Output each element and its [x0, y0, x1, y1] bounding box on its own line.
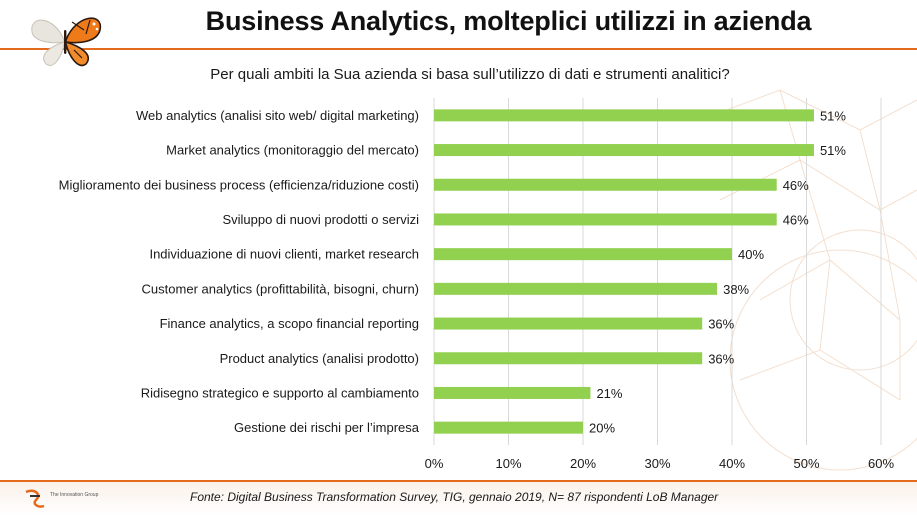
category-label: Gestione dei rischi per l’impresa: [234, 420, 420, 435]
data-label: 46%: [783, 212, 809, 227]
data-label: 51%: [820, 143, 846, 158]
category-label: Customer analytics (profittabilità, biso…: [142, 281, 419, 296]
butterfly-icon: [31, 17, 102, 67]
x-tick-label: 20%: [570, 456, 596, 471]
category-label: Market analytics (monitoraggio del merca…: [166, 143, 419, 158]
bar: [434, 282, 718, 295]
footer-band: [0, 482, 917, 516]
bar-chart: 0% 10% 20% 30% 40% 50% 60% Web analytics (anali…: [59, 98, 894, 471]
category-label: Product analytics (analisi prodotto): [220, 351, 419, 366]
source-note: Fonte: Digital Business Transformation S…: [190, 490, 719, 504]
data-label: 36%: [708, 351, 734, 366]
x-tick-label: 0%: [425, 456, 444, 471]
data-label: 38%: [723, 282, 749, 297]
category-label: Sviluppo di nuovi prodotti o servizi: [222, 212, 419, 227]
innovation-group-logo-icon: [25, 489, 45, 508]
bar: [434, 352, 703, 365]
data-label: 21%: [596, 386, 622, 401]
page-title: Business Analytics, molteplici utilizzi …: [205, 6, 812, 36]
data-label: 51%: [820, 108, 846, 123]
bar: [434, 248, 732, 261]
bar: [434, 178, 777, 191]
data-label: 20%: [589, 421, 615, 436]
x-tick-label: 60%: [868, 456, 894, 471]
x-tick-label: 30%: [644, 456, 670, 471]
title-divider: [0, 48, 917, 50]
x-tick-label: 50%: [793, 456, 819, 471]
bar: [434, 144, 814, 157]
bar: [434, 421, 583, 434]
category-label: Ridisegno strategico e supporto al cambi…: [141, 385, 419, 400]
x-tick-label: 40%: [719, 456, 745, 471]
data-label: 36%: [708, 317, 734, 332]
category-label: Web analytics (analisi sito web/ digital…: [136, 108, 419, 123]
bar: [434, 317, 703, 330]
footer-divider: [0, 480, 917, 482]
bar: [434, 386, 591, 399]
x-tick-label: 10%: [495, 456, 521, 471]
category-label: Finance analytics, a scopo financial rep…: [160, 316, 419, 331]
chart-question: Per quali ambiti la Sua azienda si basa …: [210, 66, 730, 83]
category-label: Miglioramento dei business process (effi…: [59, 177, 419, 192]
bar: [434, 213, 777, 226]
data-label: 46%: [783, 178, 809, 193]
data-label: 40%: [738, 247, 764, 262]
bar: [434, 109, 814, 122]
category-label: Individuazione di nuovi clienti, market …: [149, 247, 419, 262]
footer-logo-text: The Innovation Group: [50, 492, 99, 498]
